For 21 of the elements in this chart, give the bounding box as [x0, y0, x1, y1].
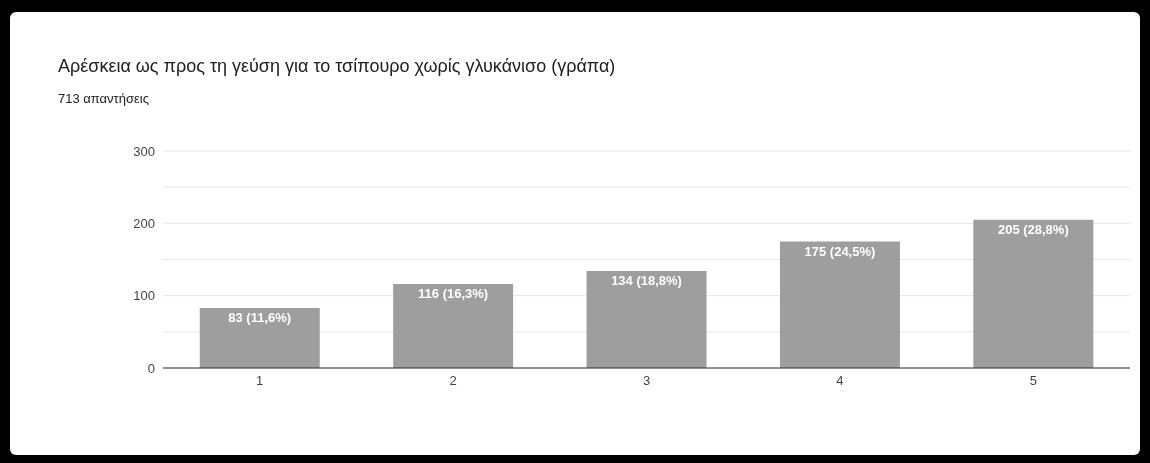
- chart-subtitle: 713 απαντήσεις: [58, 91, 149, 106]
- data-label: 134 (18,8%): [611, 273, 682, 289]
- bar: [199, 307, 320, 368]
- y-tick-label: 200: [133, 215, 155, 231]
- chart-title: Αρέσκεια ως προς τη γεύση για το τσίπουρο χωρίς γλυκάνισο (γράπα): [58, 56, 616, 77]
- bar: [779, 241, 900, 368]
- data-label: 83 (11,6%): [228, 310, 292, 326]
- y-tick-label: 300: [133, 143, 155, 159]
- data-label: 175 (24,5%): [804, 243, 876, 259]
- bar: [393, 284, 514, 368]
- y-tick-label: 100: [133, 288, 155, 304]
- x-tick-label: 4: [836, 373, 844, 389]
- data-label: 205 (28,8%): [997, 221, 1069, 237]
- y-tick-label: 0: [147, 360, 155, 376]
- x-tick-label: 3: [642, 373, 651, 389]
- data-label: 116 (16,3%): [418, 286, 489, 302]
- x-tick-label: 5: [1029, 373, 1037, 389]
- bar: [973, 219, 1094, 368]
- x-tick-label: 2: [449, 373, 457, 389]
- bar: [586, 271, 707, 368]
- x-tick-label: 1: [256, 373, 264, 389]
